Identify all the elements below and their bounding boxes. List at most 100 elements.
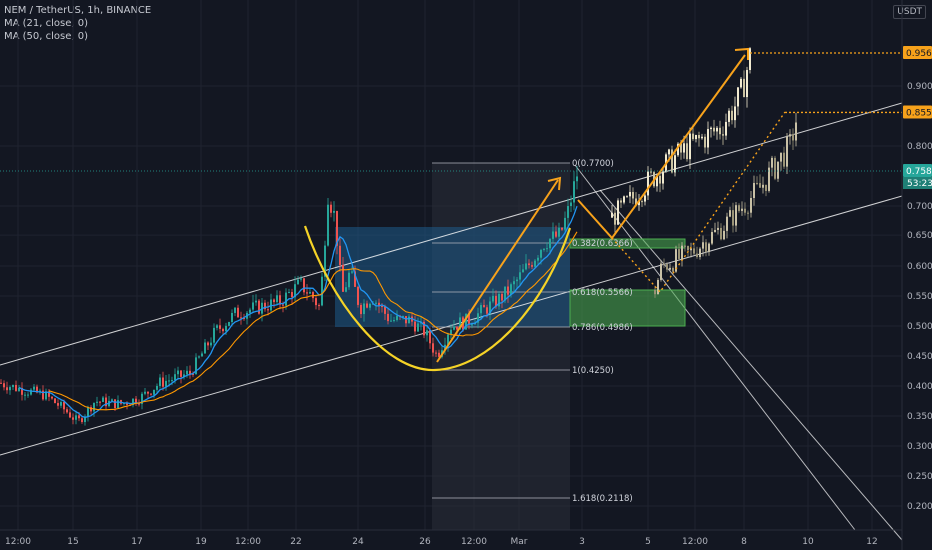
candle-body (438, 352, 440, 357)
candle-body (264, 302, 266, 310)
projected-candle-a-body (749, 48, 751, 71)
candle-body (48, 391, 50, 397)
projected-candle-a-body (683, 143, 685, 153)
currency-unit-label[interactable]: USDT (893, 5, 926, 19)
projected-candle-b-body (732, 210, 734, 226)
ma50-legend[interactable]: MA (50, close, 0) (4, 31, 89, 42)
candle-body (426, 330, 428, 336)
support-zone-lower (569, 289, 686, 327)
candle-body (144, 391, 146, 394)
candle-body (525, 263, 527, 270)
candle-body (363, 303, 365, 315)
candle-body (255, 300, 257, 303)
projected-candle-a-body (611, 212, 613, 218)
candle-body (390, 320, 392, 322)
candle-body (147, 391, 149, 394)
candle-body (276, 295, 278, 303)
candle-body (207, 342, 209, 346)
projected-candle-a-body (671, 149, 673, 173)
candles-layer (0, 166, 578, 426)
candle-body (516, 279, 518, 282)
target-2-price-label: 0.8559 (906, 108, 932, 118)
candle-body (273, 299, 275, 303)
time-tick-label: 12:00 (682, 537, 708, 547)
candle-body (153, 389, 155, 395)
fib-level-label: 0(0.7700) (572, 159, 614, 169)
candle-body (393, 320, 395, 322)
current-price-label: 0.7582 (906, 167, 932, 177)
candle-body (21, 387, 23, 395)
projected-candle-b-body (666, 264, 668, 270)
candle-body (195, 357, 197, 374)
candle-body (9, 387, 11, 391)
candle-body (300, 278, 302, 280)
projected-candle-b-body (702, 242, 704, 249)
candle-body (84, 416, 86, 423)
candle-body (324, 245, 326, 277)
candle-body (558, 227, 560, 237)
candle-body (231, 312, 233, 322)
candle-body (495, 295, 497, 307)
candle-body (6, 387, 8, 391)
ma50-line (48, 231, 578, 411)
candle-body (414, 321, 416, 332)
projected-candle-b-body (708, 243, 710, 252)
candle-body (237, 307, 239, 318)
candle-body (429, 330, 431, 344)
candle-body (213, 327, 215, 343)
projected-candle-b-body (675, 249, 677, 272)
candle-body (564, 217, 566, 230)
projected-candle-b-body (795, 122, 797, 141)
time-tick-label: 8 (741, 537, 747, 547)
time-tick-label: 12:00 (235, 537, 261, 547)
fib-retracement-zone (335, 227, 570, 327)
candle-body (366, 303, 368, 308)
time-tick-label: 10 (802, 537, 814, 547)
candle-body (360, 304, 362, 315)
fib-level-label: 1.618(0.2118) (572, 494, 633, 504)
candle-body (354, 271, 356, 287)
drawing-layer: 0(0.7700) 0.382(0.6366) 0.618(0.5566) 0.786… (0, 102, 903, 541)
time-tick-label: 24 (352, 537, 364, 547)
projected-candle-b-body (747, 212, 749, 214)
candle-body (447, 334, 449, 345)
projected-candle-b-body (741, 208, 743, 211)
projected-candle-b-body (711, 232, 713, 244)
time-tick-label: 15 (67, 537, 78, 547)
candle-body (15, 384, 17, 391)
candle-body (45, 391, 47, 400)
candle-body (135, 398, 137, 404)
candle-body (549, 238, 551, 249)
candle-body (357, 286, 359, 305)
candle-body (192, 373, 194, 375)
ma21-legend[interactable]: MA (21, close, 0) (4, 18, 89, 29)
time-tick-label: 12:00 (5, 537, 31, 547)
projected-candle-b-body (768, 167, 770, 191)
target-1-price-label-box (903, 46, 932, 59)
projected-candle-b-body (678, 249, 680, 259)
candle-body (378, 302, 380, 306)
candle-body (309, 292, 311, 294)
fib-level-label: 0.382(0.6366) (572, 239, 633, 249)
arrow-head-2 (734, 47, 749, 60)
projected-candle-b-body (693, 248, 695, 254)
candle-body (72, 417, 74, 420)
countdown-label: 53:23 (907, 179, 932, 189)
candle-body (117, 400, 119, 409)
candle-body (63, 402, 65, 410)
candle-body (333, 210, 335, 213)
projected-candle-b-body (786, 136, 788, 167)
time-tick-label: 17 (131, 537, 142, 547)
candle-body (546, 248, 548, 250)
candle-body (285, 292, 287, 306)
candle-body (423, 321, 425, 336)
symbol-title[interactable]: NEM / TetherUS, 1h, BINANCE (4, 5, 152, 16)
time-tick-label: 5 (645, 537, 651, 547)
projected-candle-a-body (650, 171, 652, 173)
